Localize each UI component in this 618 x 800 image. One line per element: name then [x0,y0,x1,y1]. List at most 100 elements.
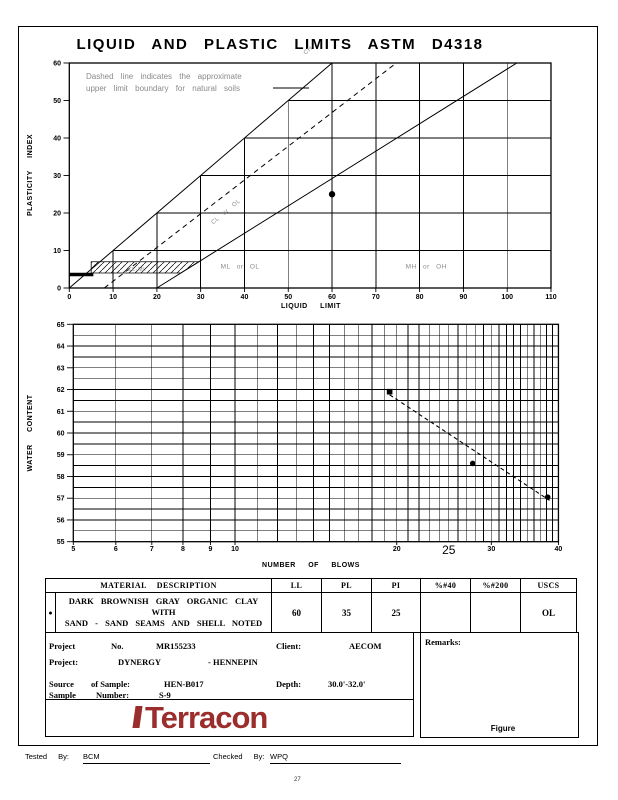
flow-line [389,394,550,501]
results-table: MATERIAL DESCRIPTION LL PL PI %#40 %#200… [45,578,577,633]
source-value: HEN-B017 [164,679,204,689]
col-header-pct200: %#200 [470,579,520,593]
x-tick-label: 90 [460,294,468,301]
col-header-pct40: %#40 [420,579,470,593]
region-label-cl-or-ol: CL or OL [211,198,243,226]
u-line-note-line1: Dashed line indicates the approximate [86,72,242,81]
flow-y-tick-label: 60 [57,431,65,438]
source-label-1: Source [49,679,74,689]
project-label: Project: [49,657,79,667]
region-label-cl-ml: CL-ML [128,267,147,273]
flow-y-tick-label: 65 [57,322,65,329]
page-number: 27 [294,777,301,783]
flow-y-tick-label: 55 [57,539,65,546]
flow-data-point [544,494,551,500]
col-header-material-description: MATERIAL DESCRIPTION [46,579,271,593]
charts-canvas: 0 10 20 30 40 50 60 70 80 90 100 110 0 10 20 30 40 50 60 Da… [27,46,563,569]
flow-y-tick-label: 64 [57,344,65,351]
x-tick-label: 40 [241,294,249,301]
source-label-2: of Sample: [91,679,130,689]
project-no-label-2: No. [111,641,124,651]
flow-x-tick-label: 20 [393,546,401,553]
flow-y-tick-label: 62 [57,387,65,394]
page-title: LIQUID AND PLASTIC LIMITS ASTM D4318 [76,36,484,53]
x-tick-label: 80 [416,294,424,301]
y-tick-label: 20 [53,211,61,218]
pct200-value [470,593,520,632]
page-border [18,26,598,746]
figure-label: Figure [490,724,516,733]
project-name-2: - HENNEPIN [208,657,258,667]
flow-x-tick-label: 40 [555,546,563,553]
plasticity-data-point [328,191,336,198]
flow-y-tick-label: 63 [57,365,65,372]
y-tick-label: 50 [53,98,61,105]
project-name-1: DYNERGY [118,657,161,667]
region-label-mh-or-oh: MH or OH [406,264,447,271]
project-no-value: MR155233 [156,641,196,651]
equality-line [68,62,333,289]
remarks-box: Remarks: [420,632,579,738]
flow-x-axis-title: NUMBER OF BLOWS [262,562,360,569]
x-tick-label: 70 [372,294,380,301]
x-tick-label: 60 [328,294,336,301]
col-header-pl: PL [321,579,371,593]
y-tick-label: 40 [53,136,61,143]
x-tick-label: 20 [153,294,161,301]
col-header-uscs: USCS [520,579,576,593]
flow-y-tick-label: 59 [57,452,65,459]
checked-by-label: Checked By: [213,752,265,761]
y-tick-label: 0 [57,286,61,293]
flow-x-tick-label: 9 [208,546,212,553]
flow-x-tick-label: 8 [181,546,185,553]
material-description-cell: DARK BROWNISH GRAY ORGANIC CLAY WITH SAN… [55,593,271,632]
flow-y-tick-label: 58 [57,474,65,481]
tested-by-label: Tested By: [25,752,70,761]
depth-label: Depth: [276,679,302,689]
flow-y-tick-label: 56 [57,517,65,524]
u-line [104,62,397,289]
a-line [156,62,518,289]
y-axis-title: PLASTICITY INDEX [27,134,34,216]
logo-box: Terracon [45,698,414,737]
uscs-value: OL [520,593,576,632]
signature-footer: Tested By: BCM Checked By: WPQ [0,752,618,768]
y-tick-label: 60 [53,61,61,68]
flow-x-tick-label: 30 [487,546,495,553]
material-description-line2: SAND - SAND SEAMS AND SHELL NOTED [64,618,263,628]
flow-y-axis-title: WATER CONTENT [27,394,34,471]
sample-symbol: ● [48,608,53,617]
x-tick-label: 10 [109,294,117,301]
flow-data-point-square [386,388,393,395]
x-tick-label: 100 [501,294,513,301]
ll-value: 60 [271,593,321,632]
flow-data-point [469,460,476,467]
client-value: AECOM [349,641,382,651]
flow-x-tick-label: 6 [114,546,118,553]
terracon-logo: Terracon [132,700,268,736]
x-tick-label: 50 [284,294,292,301]
checked-by-value: WPQ [270,752,401,764]
x-tick-label: 0 [67,294,71,301]
x-tick-label: 110 [545,294,556,301]
sample-label-2: Number: [96,690,130,700]
y-tick-label: 10 [53,248,61,255]
tested-by-value: BCM [83,752,210,764]
remarks-label: Remarks: [425,637,461,647]
pct40-value [420,593,470,632]
sample-value: S-9 [159,690,171,700]
region-label-ch: CH [303,46,314,57]
flow-y-tick-label: 57 [57,496,65,503]
flow-y-tick-label: 61 [57,409,65,416]
pl-value: 35 [321,593,371,632]
col-header-pi: PI [371,579,420,593]
logo-text: Terracon [145,700,268,735]
region-label-ml-or-ol: ML or OL [221,264,260,271]
depth-value: 30.0'-32.0' [328,679,366,689]
project-info-box: Project No. MR155233 Client: AECOM Proje… [45,632,414,700]
x-tick-label: 30 [197,294,205,301]
u-line-note-line2: upper limit boundary for natural soils [86,84,240,93]
x-axis-title: LIQUID LIMIT [281,303,341,310]
flow-x-tick-label: 5 [71,546,75,553]
